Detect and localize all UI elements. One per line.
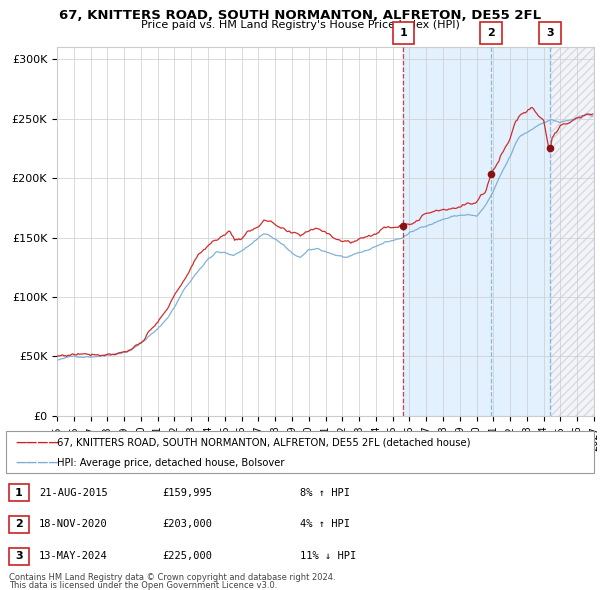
Text: 1: 1	[400, 28, 407, 38]
Bar	[403, 47, 550, 416]
Bar	[550, 47, 594, 416]
Text: 11% ↓ HPI: 11% ↓ HPI	[300, 551, 356, 561]
Text: £203,000: £203,000	[162, 519, 212, 529]
Text: 2: 2	[487, 28, 495, 38]
Text: 13-MAY-2024: 13-MAY-2024	[39, 551, 108, 561]
Text: Price paid vs. HM Land Registry's House Price Index (HPI): Price paid vs. HM Land Registry's House …	[140, 20, 460, 30]
Text: 67, KNITTERS ROAD, SOUTH NORMANTON, ALFRETON, DE55 2FL (detached house): 67, KNITTERS ROAD, SOUTH NORMANTON, ALFR…	[57, 438, 470, 448]
Text: This data is licensed under the Open Government Licence v3.0.: This data is licensed under the Open Gov…	[9, 581, 277, 590]
Text: 18-NOV-2020: 18-NOV-2020	[39, 519, 108, 529]
Text: Contains HM Land Registry data © Crown copyright and database right 2024.: Contains HM Land Registry data © Crown c…	[9, 572, 335, 582]
Text: 3: 3	[15, 551, 23, 561]
Text: 8% ↑ HPI: 8% ↑ HPI	[300, 487, 350, 497]
Text: 4% ↑ HPI: 4% ↑ HPI	[300, 519, 350, 529]
Text: ————: ————	[15, 458, 59, 467]
Text: 1: 1	[15, 487, 23, 497]
Text: £159,995: £159,995	[162, 487, 212, 497]
Text: 67, KNITTERS ROAD, SOUTH NORMANTON, ALFRETON, DE55 2FL: 67, KNITTERS ROAD, SOUTH NORMANTON, ALFR…	[59, 9, 541, 22]
Text: ————: ————	[15, 438, 59, 448]
Bar	[550, 47, 594, 416]
Text: HPI: Average price, detached house, Bolsover: HPI: Average price, detached house, Bols…	[57, 458, 284, 467]
Text: £225,000: £225,000	[162, 551, 212, 561]
Text: 2: 2	[15, 519, 23, 529]
Text: 21-AUG-2015: 21-AUG-2015	[39, 487, 108, 497]
Text: 3: 3	[546, 28, 554, 38]
